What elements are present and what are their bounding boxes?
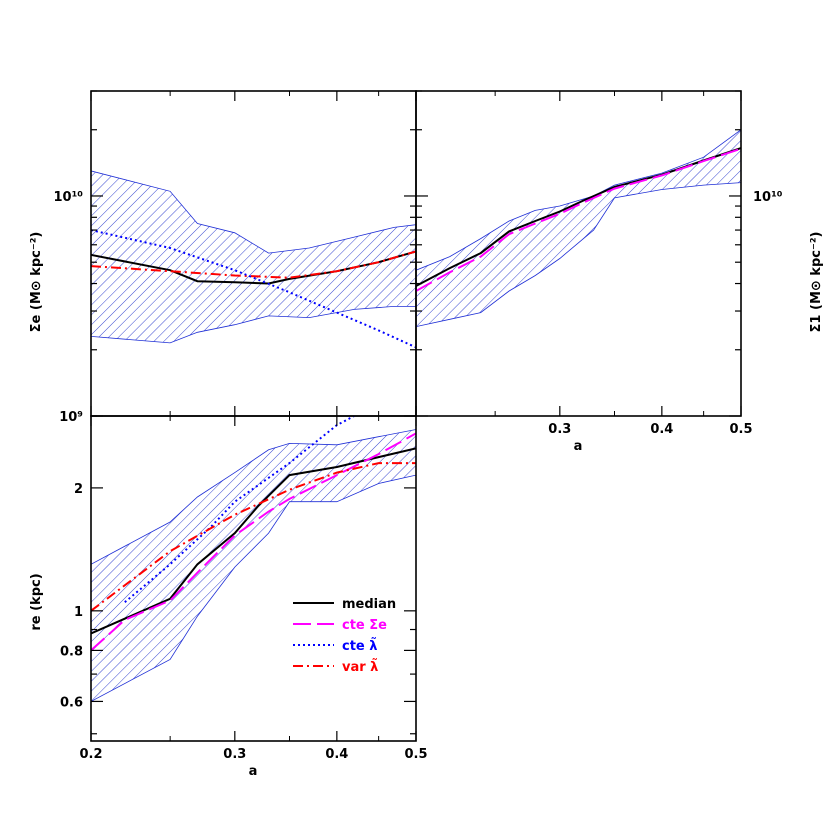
x-tick-label: 0.2	[79, 747, 102, 762]
legend-var-lambda-label: var λ̃	[342, 659, 378, 675]
ylabel-sigma-1: Σ1 (M⊙ kpc⁻²)	[809, 232, 824, 333]
legend-median-label: median	[342, 597, 396, 612]
panel-sigma-e: 10¹⁰ 10⁹	[54, 90, 417, 425]
plot-frame	[415, 90, 742, 417]
y-tick-label: 0.8	[60, 644, 83, 659]
scatter-band	[416, 129, 741, 328]
legend: median cte Σe cte λ̃ var λ̃	[293, 597, 396, 675]
plot-frame	[90, 415, 417, 742]
x-tick-label: 0.3	[223, 747, 246, 762]
y-tick-label: 10⁹	[59, 410, 83, 425]
x-tick-label: 0.5	[404, 747, 427, 762]
y-tick-label: 0.6	[60, 695, 83, 710]
y-tick-label: 1	[74, 605, 83, 620]
scatter-band	[91, 429, 416, 702]
ylabel-sigma-e: Σe (M⊙ kpc⁻²)	[29, 232, 44, 333]
ylabel-r-e: re (kpc)	[29, 573, 44, 630]
x-tick-label: 0.3	[548, 422, 571, 437]
panel-sigma-1: 10¹⁰ 0.3 0.4 0.5	[415, 90, 783, 437]
legend-cte-lambda-label: cte λ̃	[342, 638, 378, 654]
series-line-cte-e	[91, 432, 416, 652]
xlabel-bottom-left: a	[249, 764, 258, 779]
y-tick-label: 2	[74, 482, 83, 497]
scatter-band	[91, 170, 416, 344]
y-tick-label: 10¹⁰	[54, 190, 84, 205]
series-line-cte	[91, 229, 416, 349]
series-line-cte-e	[416, 147, 741, 292]
x-tick-label: 0.5	[729, 422, 752, 437]
legend-cte-sigma-label: cte Σe	[342, 618, 387, 633]
series-line-var	[91, 462, 416, 612]
panel-r-e: 2 1 0.8 0.6 0.2 0.3 0.4 0.5	[60, 415, 428, 762]
x-tick-label: 0.4	[650, 422, 673, 437]
x-tick-label: 0.4	[325, 747, 348, 762]
y-tick-label: 10¹⁰	[753, 190, 783, 205]
xlabel-top-right: a	[574, 439, 583, 454]
series-line-var	[91, 250, 416, 279]
